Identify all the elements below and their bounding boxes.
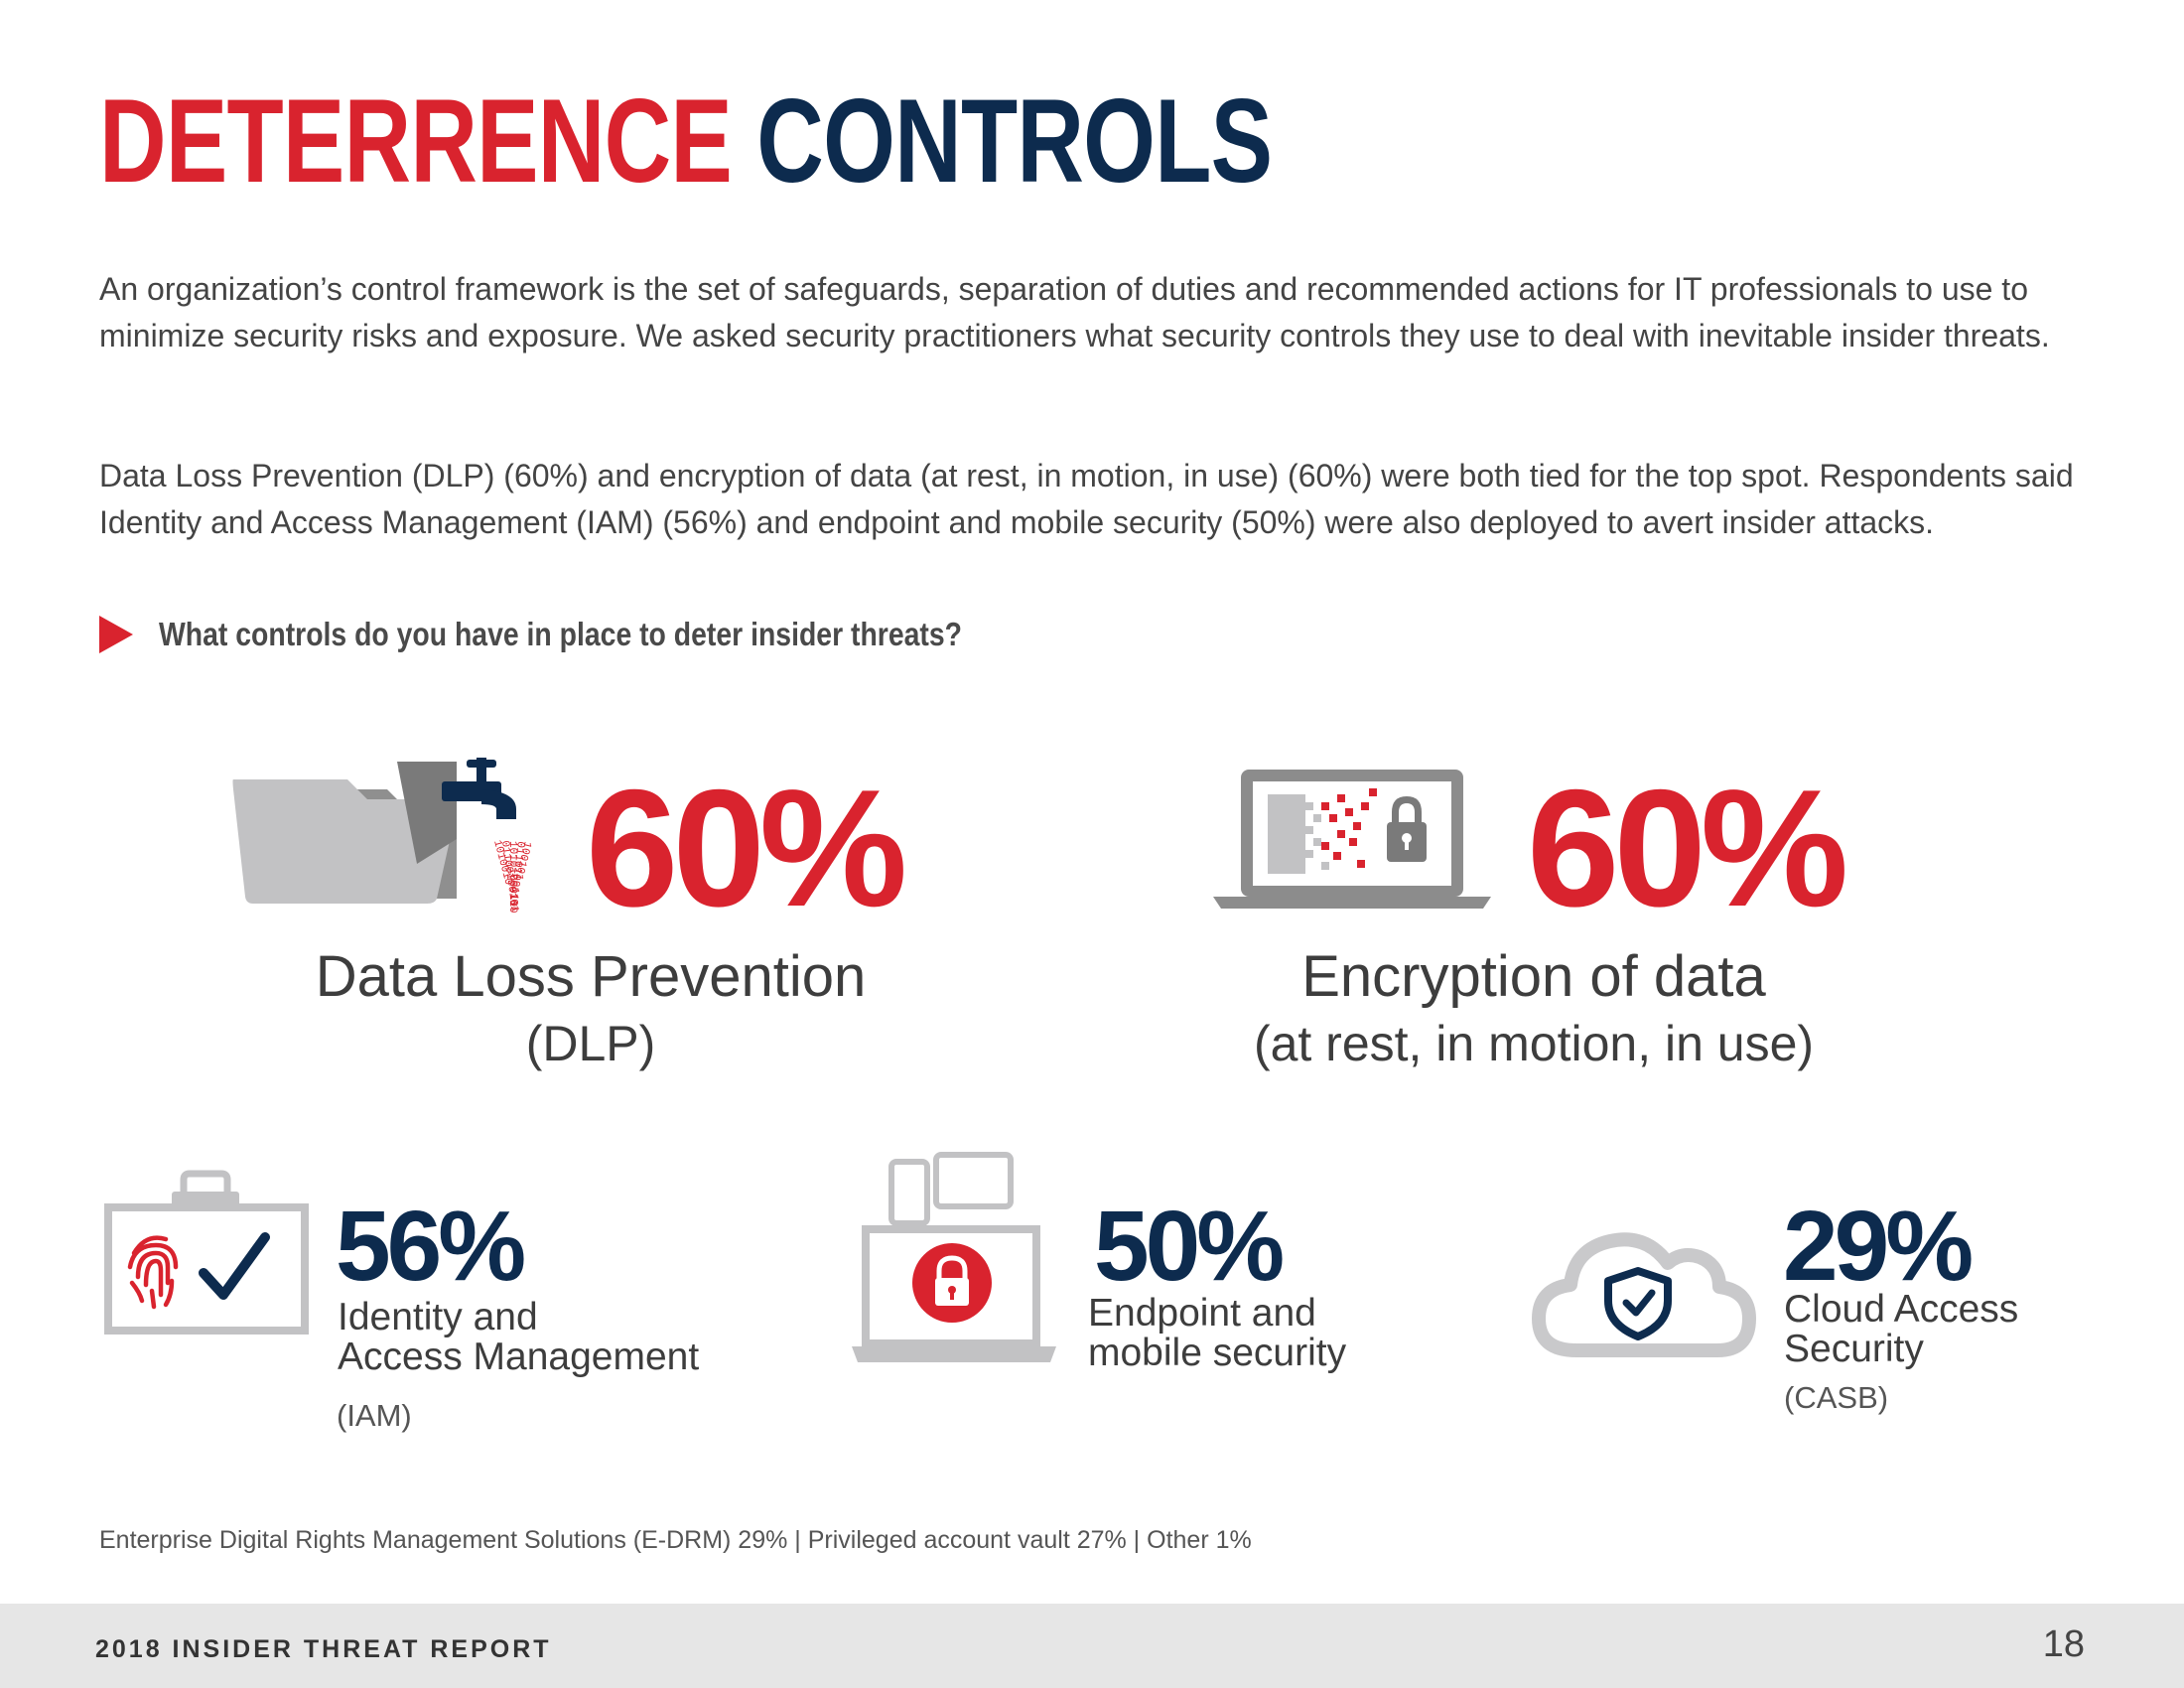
encryption-sublabel: (at rest, in motion, in use) xyxy=(1253,1016,1815,1071)
dlp-label: Data Loss Prevention xyxy=(315,944,867,1009)
casb-label: Cloud Access Security xyxy=(1784,1288,2019,1370)
footer-report-title: 2018 INSIDER THREAT REPORT xyxy=(95,1635,552,1663)
page-number: 18 xyxy=(2042,1623,2085,1665)
casb-sublabel: (CASB) xyxy=(1784,1380,1889,1415)
cloud-shield-icon xyxy=(1532,1232,1756,1357)
dlp-percent: 60% xyxy=(586,755,907,941)
folder-faucet-icon: 1010010 01100100101 10101000110 01101001… xyxy=(232,758,533,914)
title-part-navy: CONTROLS xyxy=(756,74,1273,208)
page-title: DETERRENCE CONTROLS xyxy=(99,81,1273,201)
survey-question: What controls do you have in place to de… xyxy=(159,616,962,652)
encryption-label: Encryption of data xyxy=(1301,944,1766,1009)
intro-paragraph-2: Data Loss Prevention (DLP) (60%) and enc… xyxy=(99,458,2074,540)
title-part-red: DETERRENCE xyxy=(99,74,733,208)
footer-bar xyxy=(0,1604,2184,1688)
casb-percent: 29% xyxy=(1783,1191,1974,1302)
iam-sublabel: (IAM) xyxy=(337,1398,412,1433)
intro-paragraph-1: An organization’s control framework is t… xyxy=(99,271,2050,353)
endpoint-percent: 50% xyxy=(1094,1191,1285,1302)
iam-label: Identity and Access Management xyxy=(338,1296,700,1378)
clipboard-fingerprint-icon xyxy=(104,1170,309,1335)
endpoint-label: Endpoint and mobile security xyxy=(1088,1292,1347,1374)
laptop-lock-icon xyxy=(1213,770,1491,909)
dlp-sublabel: (DLP) xyxy=(525,1016,656,1071)
encryption-percent: 60% xyxy=(1527,755,1848,941)
devices-lock-icon xyxy=(852,1152,1056,1362)
triangle-bullet-icon xyxy=(99,616,133,653)
svg-text:10101000110: 10101000110 xyxy=(506,841,518,914)
other-controls-list: Enterprise Digital Rights Management Sol… xyxy=(99,1526,1252,1554)
iam-percent: 56% xyxy=(336,1191,526,1302)
question-row: What controls do you have in place to de… xyxy=(99,616,1093,653)
